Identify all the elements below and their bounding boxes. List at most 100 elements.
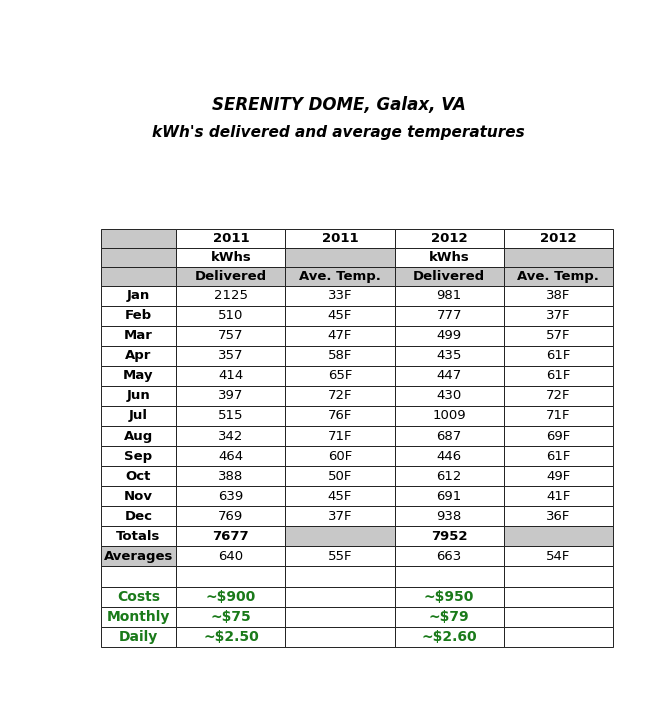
Text: 61F: 61F: [546, 450, 570, 463]
Bar: [395, 326, 504, 346]
Bar: [395, 406, 504, 426]
Text: 61F: 61F: [546, 349, 570, 362]
Text: 414: 414: [218, 369, 243, 382]
Bar: [504, 346, 613, 366]
Bar: [100, 248, 176, 266]
Bar: [176, 486, 286, 506]
Bar: [286, 366, 395, 386]
Text: 2011: 2011: [213, 231, 249, 245]
Text: 981: 981: [436, 289, 462, 302]
Bar: [286, 466, 395, 486]
Text: 687: 687: [436, 430, 462, 443]
Text: Costs: Costs: [117, 590, 160, 603]
Bar: [395, 366, 504, 386]
Bar: [176, 627, 286, 647]
Text: SERENITY DOME, Galax, VA: SERENITY DOME, Galax, VA: [212, 96, 466, 114]
Bar: [176, 586, 286, 607]
Text: 612: 612: [436, 470, 462, 483]
Bar: [504, 506, 613, 526]
Text: 72F: 72F: [328, 389, 352, 403]
Bar: [286, 627, 395, 647]
Text: Aug: Aug: [124, 430, 153, 443]
Bar: [504, 248, 613, 266]
Text: 37F: 37F: [546, 309, 570, 322]
Bar: [395, 486, 504, 506]
Bar: [504, 526, 613, 546]
Text: 430: 430: [436, 389, 462, 403]
Bar: [286, 248, 395, 266]
Text: 60F: 60F: [328, 450, 352, 463]
Bar: [100, 406, 176, 426]
Bar: [100, 266, 176, 286]
Bar: [286, 346, 395, 366]
Text: kWhs: kWhs: [211, 251, 251, 263]
Text: 2011: 2011: [322, 231, 358, 245]
Text: ~$950: ~$950: [424, 590, 475, 603]
Text: Daily: Daily: [119, 630, 158, 644]
Bar: [100, 228, 176, 248]
Bar: [100, 566, 176, 586]
Text: 76F: 76F: [328, 409, 352, 423]
Text: 2012: 2012: [431, 231, 467, 245]
Text: Apr: Apr: [126, 349, 151, 362]
Text: 639: 639: [218, 490, 243, 503]
Bar: [100, 526, 176, 546]
Bar: [100, 546, 176, 566]
Text: kWhs: kWhs: [429, 251, 469, 263]
Bar: [176, 248, 286, 266]
Bar: [504, 586, 613, 607]
Text: Mar: Mar: [124, 329, 153, 342]
Bar: [504, 266, 613, 286]
Bar: [395, 566, 504, 586]
Bar: [176, 366, 286, 386]
Text: 57F: 57F: [546, 329, 570, 342]
Bar: [286, 406, 395, 426]
Text: 447: 447: [436, 369, 462, 382]
Bar: [395, 526, 504, 546]
Text: 757: 757: [218, 329, 244, 342]
Bar: [286, 586, 395, 607]
Text: ~$900: ~$900: [206, 590, 256, 603]
Text: 357: 357: [218, 349, 244, 362]
Text: 663: 663: [436, 550, 462, 563]
Bar: [286, 326, 395, 346]
Bar: [176, 506, 286, 526]
Text: 2125: 2125: [214, 289, 248, 302]
Text: 50F: 50F: [328, 470, 352, 483]
Text: Jan: Jan: [127, 289, 150, 302]
Bar: [176, 266, 286, 286]
Bar: [286, 546, 395, 566]
Bar: [395, 386, 504, 406]
Text: May: May: [123, 369, 154, 382]
Bar: [395, 306, 504, 326]
Text: 37F: 37F: [328, 510, 352, 523]
Bar: [504, 406, 613, 426]
Bar: [176, 228, 286, 248]
Text: 515: 515: [218, 409, 244, 423]
Text: 388: 388: [218, 470, 243, 483]
Text: 464: 464: [218, 450, 243, 463]
Text: Jun: Jun: [127, 389, 150, 403]
Bar: [100, 366, 176, 386]
Bar: [100, 446, 176, 466]
Bar: [395, 426, 504, 446]
Bar: [286, 386, 395, 406]
Bar: [176, 326, 286, 346]
Bar: [100, 627, 176, 647]
Bar: [286, 486, 395, 506]
Text: Totals: Totals: [116, 530, 161, 543]
Text: Feb: Feb: [125, 309, 152, 322]
Bar: [286, 526, 395, 546]
Text: 446: 446: [437, 450, 462, 463]
Text: Monthly: Monthly: [107, 610, 170, 623]
Text: 1009: 1009: [432, 409, 466, 423]
Text: 65F: 65F: [328, 369, 352, 382]
Text: 41F: 41F: [546, 490, 570, 503]
Bar: [395, 586, 504, 607]
Text: Jul: Jul: [129, 409, 148, 423]
Text: 38F: 38F: [546, 289, 570, 302]
Bar: [504, 286, 613, 306]
Text: Sep: Sep: [124, 450, 153, 463]
Bar: [286, 228, 395, 248]
Text: 510: 510: [218, 309, 244, 322]
